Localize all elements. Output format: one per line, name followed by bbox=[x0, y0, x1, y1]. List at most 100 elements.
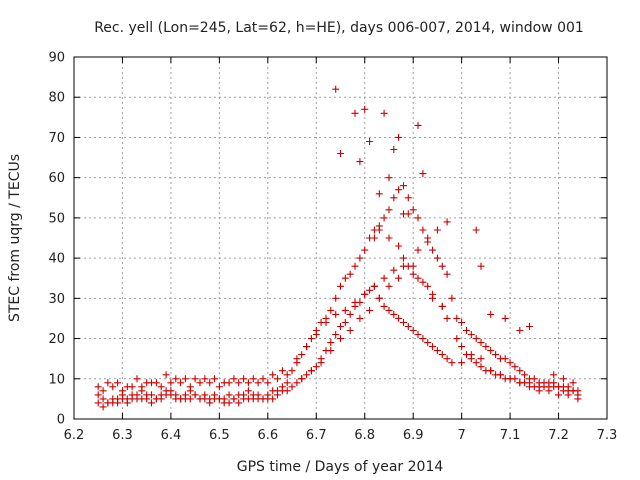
data-point bbox=[332, 294, 340, 302]
data-point bbox=[370, 234, 378, 242]
data-point bbox=[341, 274, 349, 282]
data-point bbox=[550, 371, 558, 379]
y-tick-label: 30 bbox=[48, 292, 65, 307]
data-point bbox=[370, 282, 378, 290]
data-point bbox=[492, 351, 500, 359]
data-point bbox=[400, 254, 407, 262]
data-point bbox=[453, 335, 461, 343]
data-point bbox=[361, 246, 369, 254]
data-point bbox=[215, 383, 223, 391]
data-point bbox=[225, 399, 233, 407]
x-tick-label: 6.7 bbox=[306, 428, 327, 443]
data-point bbox=[438, 351, 446, 359]
y-tick-label: 0 bbox=[57, 413, 65, 428]
data-point bbox=[307, 335, 315, 343]
data-point bbox=[211, 375, 218, 383]
data-point bbox=[443, 314, 451, 322]
data-point bbox=[148, 399, 155, 407]
plot-frame bbox=[73, 56, 608, 420]
data-point bbox=[215, 395, 223, 403]
data-point bbox=[341, 306, 349, 314]
data-point bbox=[395, 133, 403, 141]
data-point bbox=[414, 121, 422, 129]
data-point bbox=[385, 306, 393, 314]
data-point bbox=[269, 371, 277, 379]
data-point bbox=[254, 379, 262, 387]
data-point bbox=[230, 395, 238, 403]
data-point bbox=[385, 234, 393, 242]
y-axis-label: STEC from uqrg / TECUs bbox=[7, 154, 23, 322]
data-point bbox=[181, 375, 189, 383]
data-point bbox=[341, 319, 349, 326]
data-point bbox=[550, 379, 558, 387]
data-point bbox=[458, 319, 466, 326]
data-point bbox=[409, 206, 417, 214]
data-point bbox=[327, 339, 335, 347]
data-point bbox=[293, 379, 301, 387]
data-point bbox=[298, 351, 306, 359]
data-point bbox=[225, 391, 233, 399]
data-point bbox=[472, 335, 480, 343]
data-point bbox=[414, 274, 422, 282]
data-point bbox=[303, 343, 311, 351]
data-point bbox=[119, 387, 126, 395]
data-point bbox=[463, 327, 470, 334]
data-point bbox=[390, 266, 398, 274]
data-point bbox=[317, 359, 325, 367]
data-point bbox=[487, 310, 495, 318]
data-point bbox=[516, 327, 524, 334]
data-point bbox=[458, 359, 466, 367]
data-point bbox=[443, 218, 451, 226]
x-tick-label: 6.9 bbox=[403, 428, 424, 443]
data-point bbox=[99, 387, 107, 395]
data-point bbox=[186, 395, 194, 403]
data-point bbox=[526, 323, 533, 330]
data-point bbox=[346, 270, 354, 278]
data-point bbox=[225, 379, 233, 387]
data-point bbox=[482, 343, 490, 351]
chart-title: Rec. yell (Lon=245, Lat=62, h=HE), days … bbox=[94, 20, 584, 36]
y-tick-label: 20 bbox=[48, 332, 65, 347]
data-point bbox=[375, 190, 383, 198]
data-point bbox=[438, 262, 446, 270]
x-tick-label: 6.3 bbox=[112, 428, 133, 443]
grid-lines bbox=[74, 57, 607, 419]
data-point bbox=[467, 331, 475, 338]
data-point bbox=[307, 367, 315, 375]
data-point bbox=[574, 395, 582, 403]
data-point bbox=[138, 383, 146, 391]
data-point bbox=[312, 331, 320, 338]
data-point bbox=[259, 375, 267, 383]
data-point bbox=[206, 399, 214, 407]
data-point bbox=[104, 379, 112, 387]
data-point bbox=[448, 359, 456, 367]
data-point bbox=[409, 262, 417, 270]
data-point bbox=[283, 387, 291, 395]
data-point bbox=[351, 262, 359, 270]
data-point bbox=[419, 170, 427, 178]
data-point bbox=[395, 274, 403, 282]
data-point bbox=[385, 206, 393, 214]
axis-ticks bbox=[73, 56, 608, 420]
data-point bbox=[477, 262, 485, 270]
data-point bbox=[516, 379, 524, 387]
y-tick-label: 60 bbox=[48, 171, 65, 186]
data-point bbox=[404, 323, 412, 330]
data-point bbox=[380, 214, 388, 222]
data-point bbox=[244, 379, 252, 387]
data-point bbox=[240, 375, 248, 383]
data-point bbox=[177, 379, 185, 387]
data-point bbox=[303, 371, 311, 379]
data-point bbox=[375, 226, 383, 234]
y-tick-label: 10 bbox=[48, 372, 65, 387]
data-point bbox=[380, 274, 388, 282]
data-point bbox=[419, 278, 427, 286]
data-point bbox=[235, 399, 243, 407]
data-point bbox=[569, 379, 577, 387]
data-point bbox=[375, 294, 383, 302]
data-point bbox=[322, 319, 330, 326]
data-point bbox=[429, 246, 437, 254]
data-point bbox=[400, 182, 407, 190]
data-point bbox=[167, 391, 175, 399]
